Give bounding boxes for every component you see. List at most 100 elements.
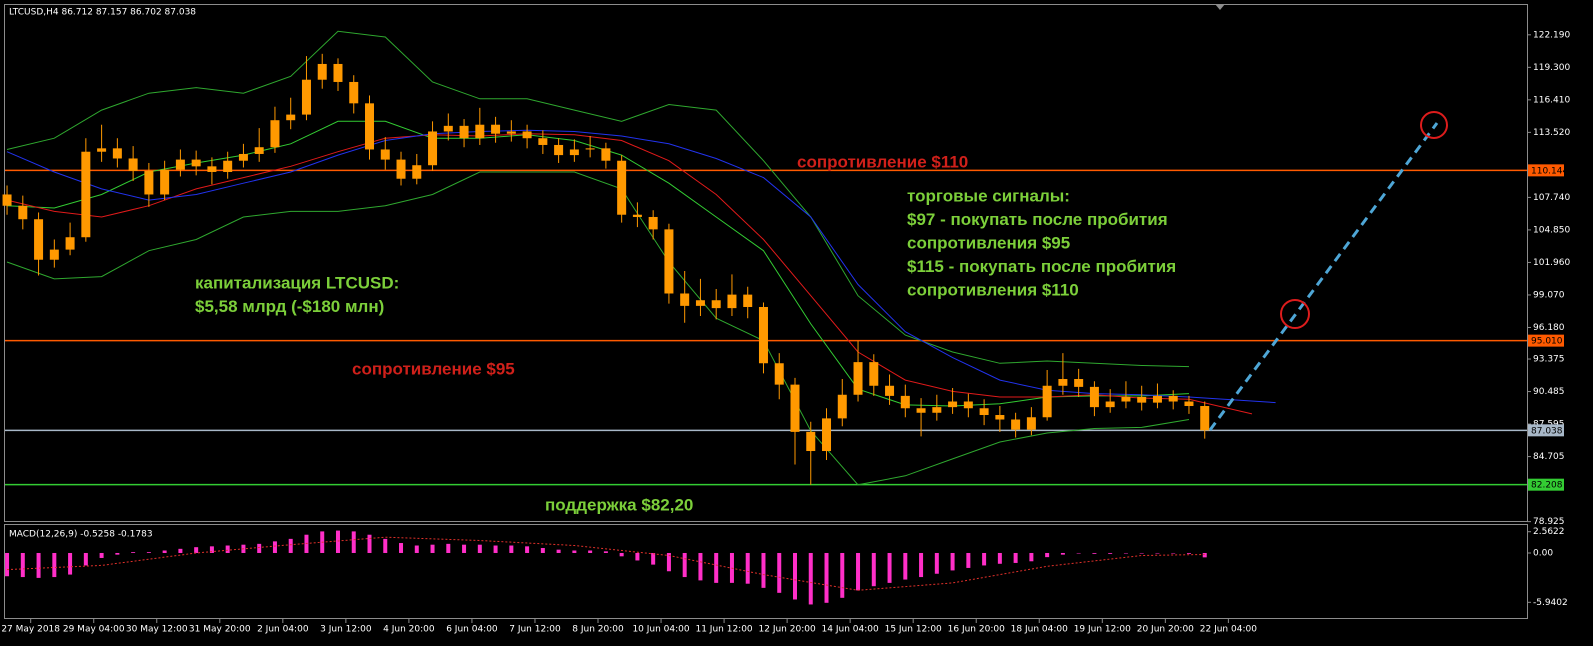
candle-body: [695, 300, 705, 306]
plot-layer: 122.190 119.300 116.410 113.520 107.740 104.8…: [1, 30, 1570, 634]
macd-title: MACD(12,26,9) -0.5258 -0.1783: [9, 530, 153, 540]
price-level-label: 82.208: [1531, 481, 1563, 491]
macd-bar: [178, 548, 183, 553]
candle-body: [34, 219, 44, 260]
candle-body: [491, 124, 501, 134]
macd-bar: [698, 552, 703, 581]
candle-body: [349, 81, 359, 104]
candle-body: [554, 144, 564, 156]
macd-bar: [982, 552, 987, 566]
y-tick-label: 119.300: [1533, 63, 1570, 73]
macd-bar: [1202, 552, 1207, 558]
chart-title: LTCUSD,H4 86.712 87.157 86.702 87.038: [9, 8, 196, 18]
macd-bar: [115, 552, 120, 555]
x-tick-label: 30 May 12:00: [126, 625, 188, 635]
macd-bar: [225, 545, 230, 553]
price-level-label: 87.038: [1531, 426, 1563, 436]
candle-body: [1200, 406, 1210, 431]
macd-bar: [588, 550, 593, 553]
annotation: сопротивления $95: [907, 233, 1070, 252]
candle-body: [18, 205, 28, 220]
candle-body: [238, 153, 248, 161]
price-panel-frame: [4, 4, 1528, 522]
candle-body: [758, 306, 768, 364]
candle-body: [175, 159, 185, 170]
candle-body: [1026, 417, 1036, 430]
candle-body: [380, 149, 390, 160]
candle-body: [948, 401, 958, 408]
candle-body: [49, 249, 59, 260]
macd-bar: [903, 552, 908, 580]
candle-body: [1105, 401, 1115, 408]
candle-body: [317, 63, 327, 80]
macd-bar: [20, 552, 25, 578]
candle-body: [979, 408, 989, 416]
x-tick-label: 12 Jun 20:00: [759, 625, 816, 635]
candle-body: [680, 293, 690, 306]
candle-body: [806, 431, 816, 452]
candle-body: [207, 166, 217, 172]
annotation: сопротивления $110: [907, 280, 1079, 299]
candle-body: [443, 125, 453, 132]
macd-bar: [446, 543, 451, 553]
x-tick-label: 11 Jun 12:00: [695, 625, 752, 635]
indicator-line: [6, 30, 1190, 368]
y-tick-label: 2.5622: [1533, 527, 1565, 537]
macd-bar: [824, 552, 829, 603]
shift-marker: [1215, 4, 1225, 10]
candle-body: [1121, 397, 1131, 402]
candle-body: [2, 194, 12, 206]
candle-body: [1074, 379, 1084, 387]
macd-bar: [335, 530, 340, 553]
candle-body: [932, 407, 942, 413]
macd-bar: [714, 552, 719, 583]
y-tick-label: 78.925: [1533, 517, 1565, 527]
candle-body: [790, 384, 800, 432]
indicator-line: [6, 120, 1190, 407]
x-tick-label: 4 Jun 20:00: [383, 625, 435, 635]
price-level-box: [1528, 478, 1564, 491]
candle-body: [412, 165, 422, 179]
macd-bar: [493, 545, 498, 553]
candle-body: [885, 385, 895, 396]
macd-bar: [856, 552, 861, 591]
candle-body: [664, 229, 674, 294]
projection-line: [1208, 122, 1439, 431]
annotation: поддержка $82,20: [545, 495, 693, 514]
macd-bar: [808, 552, 813, 605]
macd-bar: [351, 531, 356, 553]
candle-body: [853, 362, 863, 395]
candle-body: [1137, 397, 1147, 403]
candle-body: [900, 395, 910, 409]
candle-body: [711, 300, 721, 309]
y-tick-label: 99.070: [1533, 290, 1565, 300]
signal-line: [6, 536, 1205, 591]
x-tick-label: 3 Jun 12:00: [320, 625, 372, 635]
price-level-box: [1528, 334, 1564, 347]
candle-body: [538, 138, 548, 145]
annotation: сопротивление $95: [352, 359, 515, 378]
candle-body: [428, 131, 438, 166]
macd-bar: [1029, 552, 1034, 562]
macd-bar: [36, 552, 41, 578]
candle-body: [459, 125, 469, 139]
macd-bar: [887, 552, 892, 583]
candle-body: [97, 148, 107, 152]
price-level-label: 110.144: [1531, 166, 1568, 176]
macd-panel-frame: [4, 524, 1528, 619]
macd-bar: [682, 552, 687, 578]
macd-bar: [1092, 552, 1097, 554]
annotation: $5,58 млрд (-$180 млн): [195, 297, 384, 316]
candle-body: [869, 362, 879, 386]
macd-bar: [462, 544, 467, 553]
candle-body: [743, 294, 753, 307]
candle-body: [191, 159, 201, 167]
macd-bar: [950, 552, 955, 571]
macd-bar: [509, 545, 514, 553]
macd-bar: [414, 545, 419, 553]
x-tick-label: 16 Jun 20:00: [948, 625, 1005, 635]
candle-body: [916, 408, 926, 413]
